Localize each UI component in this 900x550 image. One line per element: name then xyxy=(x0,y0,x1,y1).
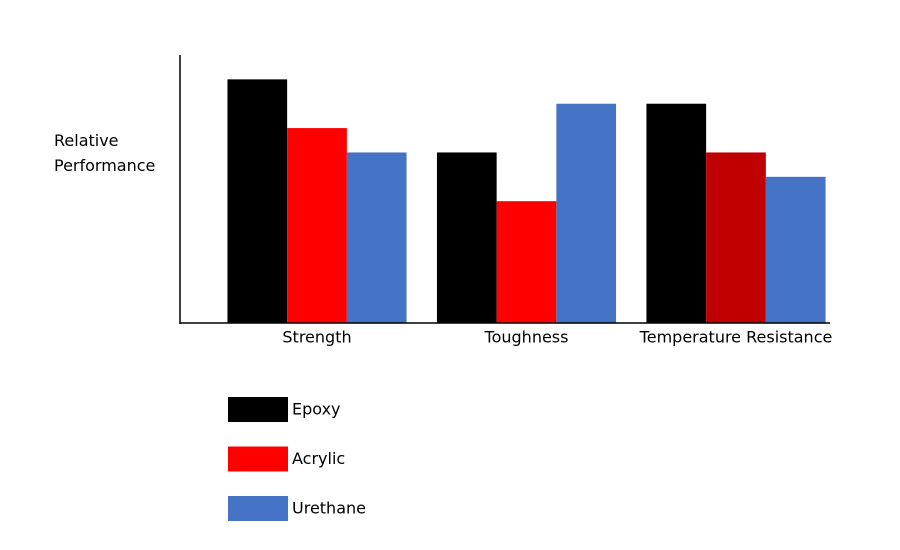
bar xyxy=(706,152,766,323)
bar xyxy=(556,103,617,324)
x-tick-label: Temperature Resistance xyxy=(639,328,833,347)
bar xyxy=(765,176,826,323)
y-axis-label: Relative Performance xyxy=(54,131,156,175)
bar xyxy=(346,152,407,323)
legend-swatch xyxy=(228,446,288,472)
legend-swatch xyxy=(228,496,288,521)
legend-label: Epoxy xyxy=(292,400,341,419)
legend-label: Urethane xyxy=(292,499,366,518)
x-tick-label: Toughness xyxy=(484,328,569,347)
x-tick-label: Strength xyxy=(282,328,351,347)
bar xyxy=(496,201,557,323)
bar xyxy=(227,79,288,323)
bar xyxy=(646,103,707,324)
legend-label: Acrylic xyxy=(292,449,345,468)
bar xyxy=(436,152,497,323)
legend-swatch xyxy=(228,397,288,422)
bar xyxy=(287,128,347,323)
